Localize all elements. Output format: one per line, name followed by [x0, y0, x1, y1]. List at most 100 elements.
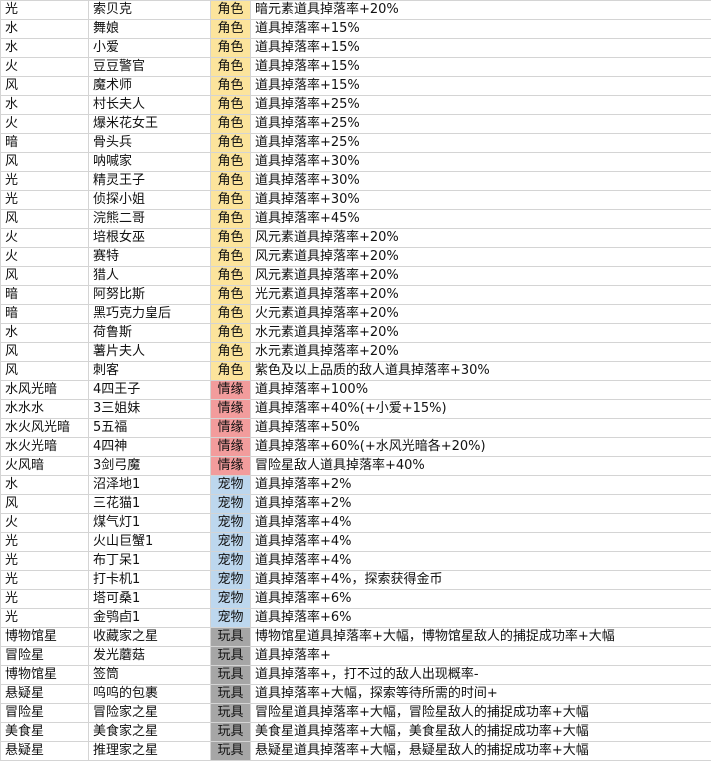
- type-cell[interactable]: 角色: [210, 209, 251, 229]
- effect-cell[interactable]: 风元素道具掉落率+20%: [250, 228, 711, 248]
- type-cell[interactable]: 宠物: [210, 475, 251, 495]
- effect-cell[interactable]: 风元素道具掉落率+20%: [250, 247, 711, 267]
- effect-cell[interactable]: 紫色及以上品质的敌人道具掉落率+30%: [250, 361, 711, 381]
- effect-cell[interactable]: 道具掉落率+30%: [250, 171, 711, 191]
- element-cell[interactable]: 美食星: [0, 722, 89, 742]
- element-cell[interactable]: 火: [0, 114, 89, 134]
- effect-cell[interactable]: 道具掉落率+4%: [250, 513, 711, 533]
- element-cell[interactable]: 水: [0, 19, 89, 39]
- name-cell[interactable]: 美食家之星: [88, 722, 211, 742]
- element-cell[interactable]: 水水水: [0, 399, 89, 419]
- name-cell[interactable]: 舞娘: [88, 19, 211, 39]
- element-cell[interactable]: 悬疑星: [0, 741, 89, 761]
- name-cell[interactable]: 塔可桑1: [88, 589, 211, 609]
- effect-cell[interactable]: 冒险星敌人道具掉落率+40%: [250, 456, 711, 476]
- name-cell[interactable]: 刺客: [88, 361, 211, 381]
- type-cell[interactable]: 角色: [210, 228, 251, 248]
- effect-cell[interactable]: 道具掉落率+6%: [250, 608, 711, 628]
- type-cell[interactable]: 情缘: [210, 418, 251, 438]
- effect-cell[interactable]: 道具掉落率+25%: [250, 95, 711, 115]
- name-cell[interactable]: 收藏家之星: [88, 627, 211, 647]
- name-cell[interactable]: 浣熊二哥: [88, 209, 211, 229]
- element-cell[interactable]: 风: [0, 152, 89, 172]
- type-cell[interactable]: 角色: [210, 247, 251, 267]
- name-cell[interactable]: 侦探小姐: [88, 190, 211, 210]
- element-cell[interactable]: 光: [0, 551, 89, 571]
- name-cell[interactable]: 呜呜的包裹: [88, 684, 211, 704]
- element-cell[interactable]: 水风光暗: [0, 380, 89, 400]
- name-cell[interactable]: 3剑弓魔: [88, 456, 211, 476]
- type-cell[interactable]: 情缘: [210, 437, 251, 457]
- effect-cell[interactable]: 道具掉落率+15%: [250, 38, 711, 58]
- name-cell[interactable]: 发光蘑菇: [88, 646, 211, 666]
- element-cell[interactable]: 火: [0, 247, 89, 267]
- type-cell[interactable]: 玩具: [210, 665, 251, 685]
- element-cell[interactable]: 博物馆星: [0, 627, 89, 647]
- element-cell[interactable]: 悬疑星: [0, 684, 89, 704]
- type-cell[interactable]: 角色: [210, 361, 251, 381]
- type-cell[interactable]: 角色: [210, 0, 251, 20]
- name-cell[interactable]: 赛特: [88, 247, 211, 267]
- name-cell[interactable]: 阿努比斯: [88, 285, 211, 305]
- name-cell[interactable]: 培根女巫: [88, 228, 211, 248]
- type-cell[interactable]: 角色: [210, 285, 251, 305]
- name-cell[interactable]: 5五福: [88, 418, 211, 438]
- element-cell[interactable]: 光: [0, 171, 89, 191]
- name-cell[interactable]: 村长夫人: [88, 95, 211, 115]
- effect-cell[interactable]: 水元素道具掉落率+20%: [250, 342, 711, 362]
- element-cell[interactable]: 风: [0, 361, 89, 381]
- type-cell[interactable]: 宠物: [210, 608, 251, 628]
- effect-cell[interactable]: 悬疑星道具掉落率+大幅，悬疑星敌人的捕捉成功率+大幅: [250, 741, 711, 761]
- effect-cell[interactable]: 道具掉落率+30%: [250, 190, 711, 210]
- name-cell[interactable]: 骨头兵: [88, 133, 211, 153]
- type-cell[interactable]: 宠物: [210, 494, 251, 514]
- effect-cell[interactable]: 道具掉落率+2%: [250, 475, 711, 495]
- effect-cell[interactable]: 道具掉落率+30%: [250, 152, 711, 172]
- effect-cell[interactable]: 道具掉落率+2%: [250, 494, 711, 514]
- type-cell[interactable]: 玩具: [210, 703, 251, 723]
- element-cell[interactable]: 博物馆星: [0, 665, 89, 685]
- effect-cell[interactable]: 道具掉落率+45%: [250, 209, 711, 229]
- effect-cell[interactable]: 道具掉落率+60%(+水风光暗各+20%): [250, 437, 711, 457]
- effect-cell[interactable]: 道具掉落率+15%: [250, 19, 711, 39]
- name-cell[interactable]: 猎人: [88, 266, 211, 286]
- element-cell[interactable]: 水: [0, 475, 89, 495]
- type-cell[interactable]: 情缘: [210, 399, 251, 419]
- type-cell[interactable]: 角色: [210, 114, 251, 134]
- element-cell[interactable]: 光: [0, 570, 89, 590]
- name-cell[interactable]: 呐喊家: [88, 152, 211, 172]
- element-cell[interactable]: 暗: [0, 285, 89, 305]
- effect-cell[interactable]: 风元素道具掉落率+20%: [250, 266, 711, 286]
- name-cell[interactable]: 4四王子: [88, 380, 211, 400]
- type-cell[interactable]: 宠物: [210, 589, 251, 609]
- effect-cell[interactable]: 道具掉落率+100%: [250, 380, 711, 400]
- type-cell[interactable]: 角色: [210, 323, 251, 343]
- element-cell[interactable]: 水: [0, 38, 89, 58]
- effect-cell[interactable]: 道具掉落率+40%(+小爱+15%): [250, 399, 711, 419]
- type-cell[interactable]: 玩具: [210, 684, 251, 704]
- name-cell[interactable]: 煤气灯1: [88, 513, 211, 533]
- type-cell[interactable]: 角色: [210, 266, 251, 286]
- effect-cell[interactable]: 博物馆星道具掉落率+大幅，博物馆星敌人的捕捉成功率+大幅: [250, 627, 711, 647]
- element-cell[interactable]: 光: [0, 190, 89, 210]
- effect-cell[interactable]: 道具掉落率+4%，探索获得金币: [250, 570, 711, 590]
- name-cell[interactable]: 黑巧克力皇后: [88, 304, 211, 324]
- element-cell[interactable]: 光: [0, 589, 89, 609]
- effect-cell[interactable]: 美食星道具掉落率+大幅，美食星敌人的捕捉成功率+大幅: [250, 722, 711, 742]
- name-cell[interactable]: 打卡机1: [88, 570, 211, 590]
- effect-cell[interactable]: 水元素道具掉落率+20%: [250, 323, 711, 343]
- type-cell[interactable]: 角色: [210, 133, 251, 153]
- name-cell[interactable]: 薯片夫人: [88, 342, 211, 362]
- element-cell[interactable]: 水火风光暗: [0, 418, 89, 438]
- element-cell[interactable]: 风: [0, 76, 89, 96]
- effect-cell[interactable]: 道具掉落率+: [250, 646, 711, 666]
- effect-cell[interactable]: 道具掉落率+，打不过的敌人出现概率-: [250, 665, 711, 685]
- type-cell[interactable]: 角色: [210, 152, 251, 172]
- element-cell[interactable]: 风: [0, 209, 89, 229]
- effect-cell[interactable]: 火元素道具掉落率+20%: [250, 304, 711, 324]
- element-cell[interactable]: 火: [0, 228, 89, 248]
- name-cell[interactable]: 魔术师: [88, 76, 211, 96]
- effect-cell[interactable]: 冒险星道具掉落率+大幅，冒险星敌人的捕捉成功率+大幅: [250, 703, 711, 723]
- type-cell[interactable]: 玩具: [210, 741, 251, 761]
- name-cell[interactable]: 索贝克: [88, 0, 211, 20]
